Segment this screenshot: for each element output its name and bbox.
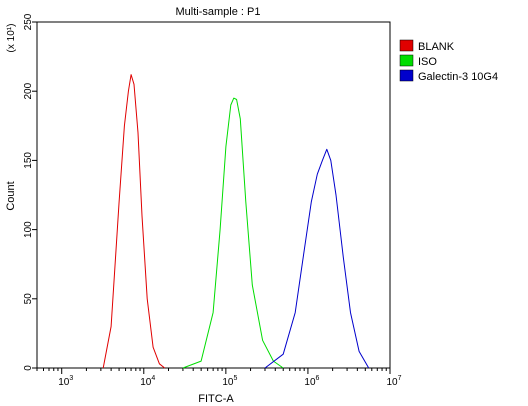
y-axis-multiplier: (x 10¹) — [6, 24, 17, 53]
series-line-1 — [182, 97, 284, 369]
plot-frame — [36, 21, 391, 369]
x-tick-label: 104 — [140, 375, 155, 388]
legend-label: BLANK — [418, 41, 455, 53]
x-tick-label: 103 — [58, 375, 73, 388]
series-group — [102, 74, 370, 369]
y-tick-label: 250 — [23, 13, 34, 30]
series-line-0 — [102, 74, 166, 369]
legend-swatch — [399, 39, 414, 52]
x-tick-base: 10 — [140, 377, 152, 388]
y-tick-label: 200 — [23, 82, 34, 99]
x-tick-exponent: 4 — [151, 375, 155, 382]
x-axis-label: FITC-A — [198, 393, 234, 405]
x-tick-exponent: 3 — [69, 375, 73, 382]
x-tick-exponent: 5 — [233, 375, 237, 382]
x-tick-base: 10 — [386, 377, 398, 388]
series-line-2 — [264, 148, 370, 369]
y-tick-label: 0 — [23, 365, 34, 371]
x-tick-base: 10 — [304, 377, 316, 388]
x-axis: 103 104 105 106 107 — [36, 368, 402, 388]
y-tick-label: 50 — [23, 293, 34, 305]
legend-swatch — [399, 69, 414, 82]
x-tick-exponent: 7 — [398, 375, 402, 382]
x-tick-base: 10 — [58, 377, 70, 388]
legend-label: ISO — [418, 56, 437, 68]
chart-title: Multi-sample : P1 — [176, 6, 261, 18]
y-tick-label: 150 — [23, 152, 34, 169]
y-tick-label: 100 — [23, 221, 34, 238]
x-tick-base: 10 — [222, 377, 234, 388]
legend-swatch — [399, 54, 414, 67]
x-tick-label: 106 — [304, 375, 319, 388]
x-tick-label: 107 — [386, 375, 401, 388]
x-tick-label: 105 — [222, 375, 237, 388]
y-axis-label: Count — [5, 181, 17, 210]
legend: BLANK ISO Galectin-3 10G4 — [399, 39, 498, 83]
x-tick-exponent: 6 — [316, 375, 320, 382]
y-axis: 0 50 100 150 200 250 — [23, 13, 37, 371]
legend-label: Galectin-3 10G4 — [418, 71, 498, 83]
